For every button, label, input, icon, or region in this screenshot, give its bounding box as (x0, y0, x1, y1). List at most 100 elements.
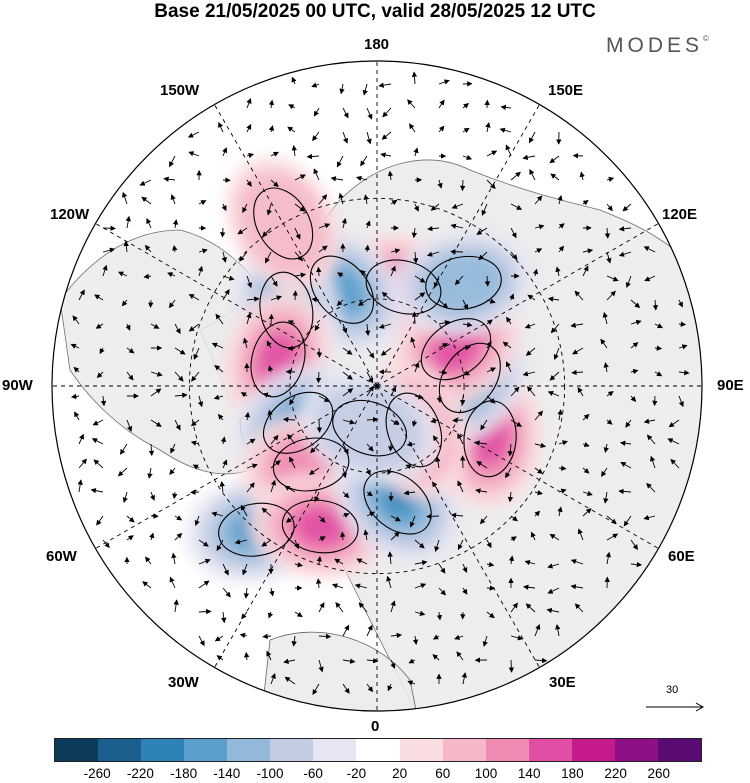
wind-vector (96, 515, 104, 526)
wind-vector (508, 555, 515, 565)
wind-vector (246, 123, 252, 133)
wind-vector (430, 418, 440, 424)
wind-vector (434, 539, 440, 552)
wind-vector (486, 298, 496, 304)
wind-vector (246, 152, 254, 159)
wind-vector (294, 562, 303, 568)
wind-vector (525, 347, 536, 356)
wind-vector (523, 584, 536, 590)
wind-vector (558, 440, 568, 446)
wind-vector (478, 251, 488, 261)
wind-vector (314, 491, 320, 503)
wind-vector (291, 145, 298, 157)
brand-text: MODES (606, 34, 704, 57)
wind-vector (411, 227, 418, 239)
wind-vector (291, 635, 297, 647)
wind-vector (606, 203, 613, 212)
wind-vector (145, 556, 152, 565)
wind-vector (457, 539, 464, 551)
wind-vector (510, 515, 518, 522)
wind-vector (339, 83, 345, 95)
wind-vector (360, 269, 368, 277)
wind-vector (267, 365, 274, 373)
wind-vector (222, 459, 228, 469)
wind-vector (678, 344, 688, 350)
wind-vector (430, 203, 440, 211)
wind-vector (190, 440, 200, 446)
wind-vector (534, 623, 541, 637)
wind-vector (270, 460, 281, 469)
wind-scale-label: 30 (666, 684, 679, 696)
wind-vector (557, 409, 563, 421)
wind-vector (462, 154, 473, 160)
wind-vector (625, 419, 632, 428)
wind-vector (510, 386, 520, 397)
wind-vector (462, 103, 470, 109)
wind-vector (454, 634, 464, 640)
wind-vector (242, 337, 249, 349)
wind-vector (365, 220, 371, 229)
wind-vector (407, 680, 416, 686)
wind-vectors (70, 71, 690, 696)
wind-vector (123, 240, 129, 253)
wind-vector (499, 127, 512, 133)
wind-vector (558, 223, 565, 229)
colorbar-tick-label: 60 (435, 766, 451, 781)
lon-label-180: 180 (364, 36, 390, 53)
wind-vector (266, 340, 272, 349)
wind-vector (413, 147, 419, 157)
wind-vector (436, 611, 443, 621)
wind-vector (414, 394, 424, 400)
wind-vector (216, 539, 224, 552)
wind-vector (462, 587, 468, 595)
wind-vector (142, 581, 152, 589)
wind-vector (646, 482, 656, 493)
wind-vector (342, 624, 350, 637)
wind-vector (380, 152, 392, 158)
wind-vector (342, 131, 349, 144)
lon-label-90w: 90W (2, 377, 33, 394)
wind-vector (287, 345, 296, 351)
wind-vector (678, 395, 684, 408)
wind-vector (510, 536, 517, 542)
wind-vector (292, 290, 298, 301)
wind-vector (102, 539, 110, 549)
wind-vector (603, 443, 609, 453)
wind-vector (318, 395, 330, 402)
wind-vector (433, 275, 440, 289)
wind-vector (220, 227, 226, 238)
colorbar-swatch-0 (55, 739, 99, 761)
wind-vector (95, 323, 104, 329)
colorbar-swatch-6 (313, 739, 357, 761)
wind-vector (432, 654, 440, 661)
wind-vector (262, 633, 272, 640)
wind-vector (126, 419, 133, 432)
wind-vector (650, 455, 656, 469)
wind-vector (364, 323, 371, 336)
wind-vector (462, 299, 468, 311)
wind-vector (414, 292, 426, 301)
wind-vector (102, 247, 116, 253)
wind-vector (342, 388, 354, 397)
wind-vector (126, 371, 134, 381)
wind-vector (172, 244, 178, 253)
wind-vector (557, 194, 563, 205)
contour-8 (363, 470, 432, 535)
wind-vector (311, 297, 320, 303)
wind-vector (342, 107, 349, 119)
wind-vector (510, 251, 518, 261)
wind-vector (221, 251, 227, 263)
wind-vector (234, 539, 248, 545)
wind-vector (336, 299, 344, 307)
wind-vector (476, 227, 488, 235)
wind-vector (270, 479, 276, 493)
wind-vector (221, 203, 227, 212)
wind-vector (294, 203, 306, 212)
wind-vector (486, 179, 496, 189)
wind-vector (474, 440, 488, 446)
wind-vector (294, 611, 303, 618)
wind-vector (622, 203, 632, 212)
wind-vector (409, 123, 416, 133)
wind-vector (549, 371, 560, 381)
wind-vector (454, 275, 464, 286)
